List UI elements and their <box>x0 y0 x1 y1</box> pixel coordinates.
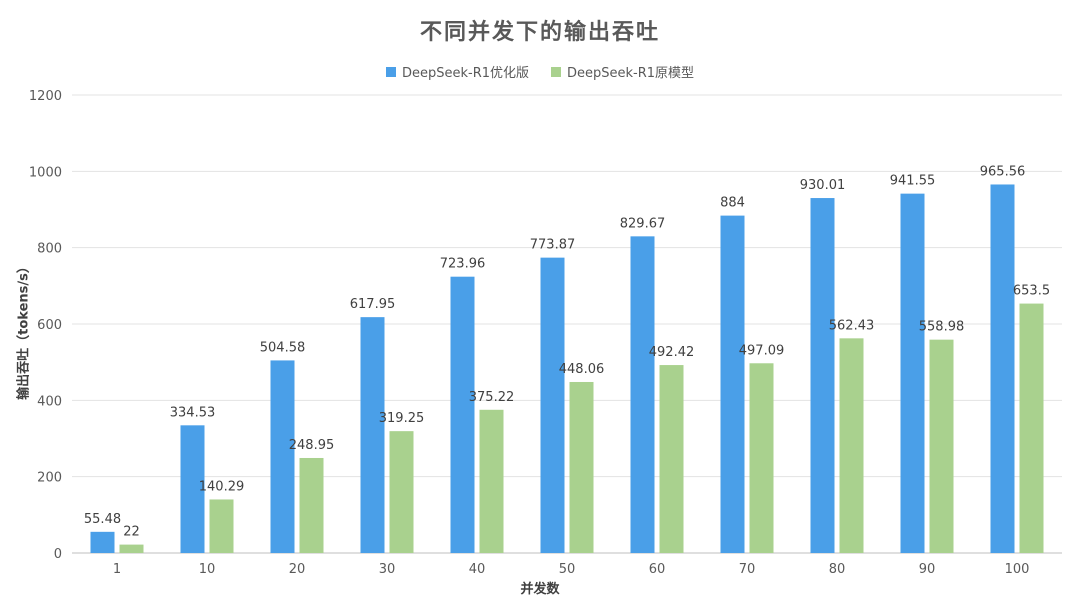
bar-optimized <box>450 276 475 553</box>
legend-item-optimized: DeepSeek-R1优化版 <box>385 62 529 81</box>
x-tick-label: 40 <box>469 562 486 577</box>
legend: DeepSeek-R1优化版 DeepSeek-R1原模型 <box>0 62 1080 81</box>
bar-original <box>389 431 414 553</box>
bar-original <box>659 365 684 553</box>
data-label-original: 248.95 <box>289 438 335 453</box>
data-label-optimized: 773.87 <box>530 238 576 253</box>
data-label-original: 319.25 <box>379 411 425 426</box>
x-tick-label: 100 <box>1005 562 1030 577</box>
x-tick-label: 1 <box>113 562 121 577</box>
data-label-optimized: 941.55 <box>890 174 936 189</box>
bar-original <box>479 409 504 553</box>
data-label-original: 375.22 <box>469 390 515 405</box>
x-axis-title: 并发数 <box>520 582 560 597</box>
bar-original <box>929 339 954 553</box>
y-tick-label: 200 <box>37 471 62 486</box>
data-label-optimized: 617.95 <box>350 297 396 312</box>
legend-label-optimized: DeepSeek-R1优化版 <box>401 66 529 81</box>
bar-optimized <box>990 184 1015 553</box>
data-label-optimized: 829.67 <box>620 216 666 231</box>
x-tick-label: 90 <box>919 562 936 577</box>
y-tick-label: 800 <box>37 242 62 257</box>
bar-original <box>749 363 774 553</box>
bar-optimized <box>720 215 745 553</box>
bar-optimized <box>90 531 115 553</box>
legend-item-original: DeepSeek-R1原模型 <box>551 62 694 81</box>
bar-optimized <box>810 198 835 553</box>
bar-optimized <box>900 193 925 553</box>
data-label-original: 448.06 <box>559 362 605 377</box>
data-label-optimized: 884 <box>720 196 745 211</box>
x-tick-label: 10 <box>199 562 216 577</box>
bar-original <box>209 499 234 553</box>
data-label-optimized: 723.96 <box>440 257 486 272</box>
data-label-optimized: 965.56 <box>980 164 1026 179</box>
bar-optimized <box>630 236 655 553</box>
legend-label-original: DeepSeek-R1原模型 <box>567 66 695 81</box>
x-tick-label: 60 <box>649 562 666 577</box>
data-label-original: 492.42 <box>649 345 695 360</box>
legend-swatch-optimized <box>385 66 396 77</box>
data-label-optimized: 504.58 <box>260 340 306 355</box>
bar-optimized <box>270 360 295 553</box>
data-label-original: 558.98 <box>919 320 965 335</box>
y-tick-label: 400 <box>37 394 62 409</box>
bar-original <box>569 381 594 553</box>
y-tick-label: 600 <box>37 318 62 333</box>
bar-optimized <box>540 257 565 553</box>
y-tick-label: 1200 <box>29 89 62 104</box>
bar-original <box>299 457 324 553</box>
x-tick-label: 30 <box>379 562 396 577</box>
x-tick-label: 20 <box>289 562 306 577</box>
legend-swatch-original <box>551 66 561 77</box>
data-label-original: 653.5 <box>1013 284 1050 299</box>
data-label-original: 497.09 <box>739 343 785 358</box>
y-tick-label: 1000 <box>29 165 62 180</box>
bar-optimized <box>180 425 205 553</box>
data-label-optimized: 55.48 <box>84 512 121 527</box>
x-tick-label: 50 <box>559 562 576 577</box>
data-label-original: 140.29 <box>199 479 245 494</box>
bar-original <box>1019 303 1044 553</box>
data-label-optimized: 334.53 <box>170 405 216 420</box>
data-label-original: 22 <box>123 525 140 540</box>
y-tick-label: 0 <box>54 547 62 562</box>
bar-original <box>839 338 864 553</box>
bar-original <box>119 544 144 553</box>
data-label-original: 562.43 <box>829 318 875 333</box>
chart-title: 不同并发下的输出吞吐 <box>419 20 660 45</box>
x-tick-label: 80 <box>829 562 846 577</box>
bar-optimized <box>360 317 385 553</box>
data-label-optimized: 930.01 <box>800 178 846 193</box>
x-tick-label: 70 <box>739 562 756 577</box>
